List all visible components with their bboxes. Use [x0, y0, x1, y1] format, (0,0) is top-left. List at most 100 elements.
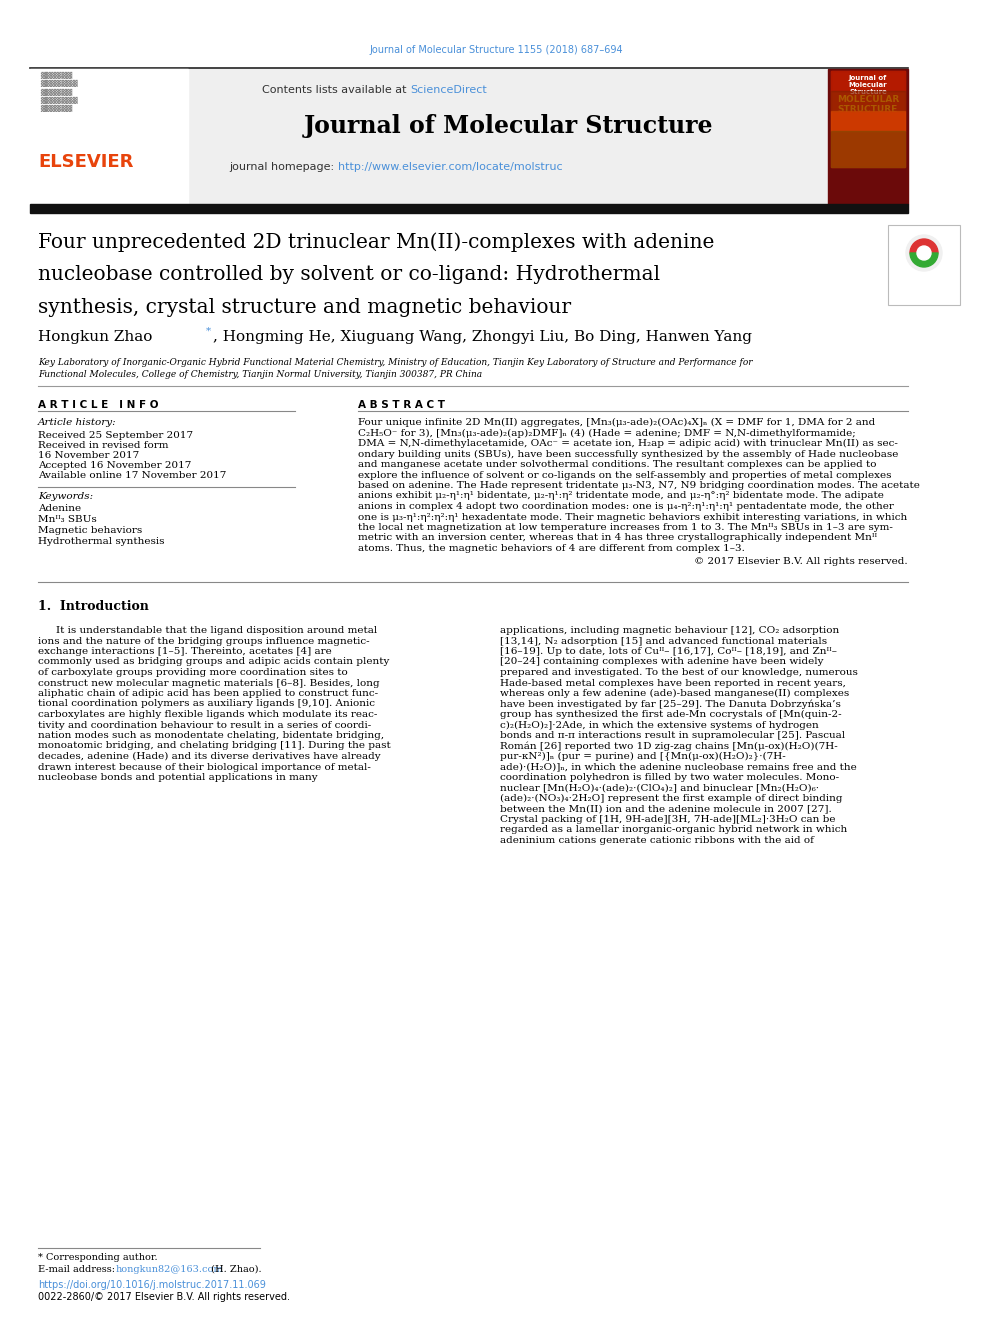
Text: Hydrothermal synthesis: Hydrothermal synthesis [38, 537, 165, 546]
Text: Hade-based metal complexes have been reported in recent years,: Hade-based metal complexes have been rep… [500, 679, 846, 688]
Text: Check for
updates: Check for updates [906, 275, 942, 295]
Text: nucleobase controlled by solvent or co-ligand: Hydrothermal: nucleobase controlled by solvent or co-l… [38, 265, 660, 284]
Text: Journal of Molecular Structure 1155 (2018) 687–694: Journal of Molecular Structure 1155 (201… [369, 45, 623, 56]
Text: (ade)₂·(NO₃)₄·2H₂O] represent the first example of direct binding: (ade)₂·(NO₃)₄·2H₂O] represent the first … [500, 794, 842, 803]
Wedge shape [910, 253, 938, 267]
Text: nation modes such as monodentate chelating, bidentate bridging,: nation modes such as monodentate chelati… [38, 732, 384, 740]
Text: journal homepage:: journal homepage: [229, 161, 338, 172]
Text: Article history:: Article history: [38, 418, 117, 427]
Text: group has synthesized the first ade-Mn cocrystals of [Mn(quin-2-: group has synthesized the first ade-Mn c… [500, 710, 841, 720]
Text: prepared and investigated. To the best of our knowledge, numerous: prepared and investigated. To the best o… [500, 668, 858, 677]
Bar [831, 71, 905, 91]
Text: bonds and π-π interactions result in supramolecular [25]. Pascual: bonds and π-π interactions result in sup… [500, 732, 845, 740]
Text: *: * [206, 327, 211, 336]
Circle shape [917, 246, 931, 261]
Text: ScienceDirect: ScienceDirect [410, 85, 487, 95]
Text: Contents lists available at: Contents lists available at [262, 85, 410, 95]
Text: A R T I C L E   I N F O: A R T I C L E I N F O [38, 400, 159, 410]
Text: nuclear [Mn(H₂O)₄·(ade)₂·(ClO₄)₂] and binuclear [Mn₂(H₂O)₆·: nuclear [Mn(H₂O)₄·(ade)₂·(ClO₄)₂] and bi… [500, 783, 819, 792]
Text: 16 November 2017: 16 November 2017 [38, 451, 139, 460]
Text: tivity and coordination behaviour to result in a series of coordi-: tivity and coordination behaviour to res… [38, 721, 371, 729]
Text: DMA = N,N-dimethylacetamide, OAc⁻ = acetate ion, H₂ap = adipic acid) with trinuc: DMA = N,N-dimethylacetamide, OAc⁻ = acet… [358, 439, 898, 448]
Text: regarded as a lamellar inorganic-organic hybrid network in which: regarded as a lamellar inorganic-organic… [500, 826, 847, 835]
Text: pur-κN²)]ₙ (pur = purine) and [{Mn(μ-ox)(H₂O)₂}·(7H-: pur-κN²)]ₙ (pur = purine) and [{Mn(μ-ox)… [500, 751, 786, 761]
Text: drawn interest because of their biological importance of metal-: drawn interest because of their biologic… [38, 762, 371, 771]
Text: Four unique infinite 2D Mn(II) aggregates, [Mn₃(μ₃-ade)₂(OAc)₄X]ₙ (X = DMF for 1: Four unique infinite 2D Mn(II) aggregate… [358, 418, 875, 427]
Text: C₂H₅O⁻ for 3), [Mn₃(μ₃-ade)₂(ap)₂DMF]ₙ (4) (Hade = adenine; DMF = N,N-dimethylfo: C₂H₅O⁻ for 3), [Mn₃(μ₃-ade)₂(ap)₂DMF]ₙ (… [358, 429, 856, 438]
Text: [16–19]. Up to date, lots of Cuᴵᴵ– [16,17], Coᴵᴵ– [18,19], and Znᴵᴵ–: [16–19]. Up to date, lots of Cuᴵᴵ– [16,1… [500, 647, 837, 656]
Bar [831, 91, 905, 111]
Text: Journal of Molecular Structure: Journal of Molecular Structure [304, 114, 712, 138]
Text: Available online 17 November 2017: Available online 17 November 2017 [38, 471, 226, 480]
Text: exchange interactions [1–5]. Thereinto, acetates [4] are: exchange interactions [1–5]. Thereinto, … [38, 647, 331, 656]
Text: monoatomic bridging, and chelating bridging [11]. During the past: monoatomic bridging, and chelating bridg… [38, 741, 391, 750]
Text: nucleobase bonds and potential applications in many: nucleobase bonds and potential applicati… [38, 773, 317, 782]
Text: Received 25 September 2017: Received 25 September 2017 [38, 431, 193, 441]
Text: [13,14], N₂ adsorption [15] and advanced functional materials: [13,14], N₂ adsorption [15] and advanced… [500, 636, 827, 646]
Text: between the Mn(II) ion and the adenine molecule in 2007 [27].: between the Mn(II) ion and the adenine m… [500, 804, 831, 814]
Text: aliphatic chain of adipic acid has been applied to construct func-: aliphatic chain of adipic acid has been … [38, 689, 378, 699]
Text: Magnetic behaviors: Magnetic behaviors [38, 527, 142, 534]
Text: http://www.elsevier.com/locate/molstruc: http://www.elsevier.com/locate/molstruc [338, 161, 562, 172]
Text: Román [26] reported two 1D zig-zag chains [Mn(μ-ox)(H₂O)(7H-: Román [26] reported two 1D zig-zag chain… [500, 741, 838, 751]
Text: ▓▓▓▓▓▓
▓▓▓▓▓▓▓
▓▓▓▓▓▓
▓▓▓▓▓▓▓
▓▓▓▓▓▓: ▓▓▓▓▓▓ ▓▓▓▓▓▓▓ ▓▓▓▓▓▓ ▓▓▓▓▓▓▓ ▓▓▓▓▓▓ [40, 71, 77, 112]
Text: one is μ₃-η¹:η²:η²:η¹ hexadentate mode. Their magnetic behaviors exhibit interes: one is μ₃-η¹:η²:η²:η¹ hexadentate mode. … [358, 512, 908, 521]
Text: have been investigated by far [25–29]. The Danuta Dobrzyńska’s: have been investigated by far [25–29]. T… [500, 700, 841, 709]
Text: * Corresponding author.: * Corresponding author. [38, 1253, 158, 1262]
Text: © 2017 Elsevier B.V. All rights reserved.: © 2017 Elsevier B.V. All rights reserved… [694, 557, 908, 565]
Text: Mnᴵᴵ₃ SBUs: Mnᴵᴵ₃ SBUs [38, 515, 97, 524]
Text: Accepted 16 November 2017: Accepted 16 November 2017 [38, 460, 191, 470]
Text: decades, adenine (Hade) and its diverse derivatives have already: decades, adenine (Hade) and its diverse … [38, 751, 381, 761]
Text: Adenine: Adenine [38, 504, 81, 513]
Text: 0022-2860/© 2017 Elsevier B.V. All rights reserved.: 0022-2860/© 2017 Elsevier B.V. All right… [38, 1293, 290, 1302]
Text: construct new molecular magnetic materials [6–8]. Besides, long: construct new molecular magnetic materia… [38, 679, 380, 688]
Text: the local net magnetization at low temperature increases from 1 to 3. The Mnᴵᴵ₃ : the local net magnetization at low tempe… [358, 523, 893, 532]
Text: adeninium cations generate cationic ribbons with the aid of: adeninium cations generate cationic ribb… [500, 836, 813, 845]
Text: https://doi.org/10.1016/j.molstruc.2017.11.069: https://doi.org/10.1016/j.molstruc.2017.… [38, 1279, 266, 1290]
Text: Received in revised form: Received in revised form [38, 441, 169, 450]
Text: MOLECULAR
STRUCTURE: MOLECULAR STRUCTURE [837, 95, 899, 114]
Text: hongkun82@163.com: hongkun82@163.com [116, 1265, 224, 1274]
Text: Four unprecedented 2D trinuclear Mn(II)-complexes with adenine: Four unprecedented 2D trinuclear Mn(II)-… [38, 232, 714, 251]
Bar [828, 69, 908, 204]
Text: based on adenine. The Hade represent tridentate μ₃-N3, N7, N9 bridging coordinat: based on adenine. The Hade represent tri… [358, 482, 920, 490]
Text: of carboxylate groups providing more coordination sites to: of carboxylate groups providing more coo… [38, 668, 348, 677]
Text: whereas only a few adenine (ade)-based manganese(II) complexes: whereas only a few adenine (ade)-based m… [500, 689, 849, 699]
Text: Key Laboratory of Inorganic-Organic Hybrid Functional Material Chemistry, Minist: Key Laboratory of Inorganic-Organic Hybr… [38, 359, 753, 366]
Text: applications, including magnetic behaviour [12], CO₂ adsorption: applications, including magnetic behavio… [500, 626, 839, 635]
Text: , Hongming He, Xiuguang Wang, Zhongyi Liu, Bo Ding, Hanwen Yang: , Hongming He, Xiuguang Wang, Zhongyi Li… [213, 329, 752, 344]
Text: synthesis, crystal structure and magnetic behaviour: synthesis, crystal structure and magneti… [38, 298, 571, 318]
Text: Functional Molecules, College of Chemistry, Tianjin Normal University, Tianjin 3: Functional Molecules, College of Chemist… [38, 370, 482, 378]
Text: explore the influence of solvent or co-ligands on the self-assembly and properti: explore the influence of solvent or co-l… [358, 471, 892, 479]
Bar [831, 111, 905, 131]
Text: commonly used as bridging groups and adipic acids contain plenty: commonly used as bridging groups and adi… [38, 658, 390, 667]
Text: metric with an inversion center, whereas that in 4 has three crystallographicall: metric with an inversion center, whereas… [358, 533, 877, 542]
Text: 1.  Introduction: 1. Introduction [38, 601, 149, 613]
Text: c)₂(H₂O)₂]·2Ade, in which the extensive systems of hydrogen: c)₂(H₂O)₂]·2Ade, in which the extensive … [500, 721, 818, 729]
Bar [30, 204, 908, 213]
Text: Keywords:: Keywords: [38, 492, 93, 501]
Text: ondary building units (SBUs), have been successfully synthesized by the assembly: ondary building units (SBUs), have been … [358, 450, 899, 459]
Bar [30, 69, 188, 204]
Bar [888, 225, 960, 306]
Text: tional coordination polymers as auxiliary ligands [9,10]. Anionic: tional coordination polymers as auxiliar… [38, 700, 375, 709]
Text: A B S T R A C T: A B S T R A C T [358, 400, 445, 410]
Bar [188, 69, 828, 204]
Text: carboxylates are highly flexible ligands which modulate its reac-: carboxylates are highly flexible ligands… [38, 710, 377, 718]
Text: ade)·(H₂O)]ₙ, in which the adenine nucleobase remains free and the: ade)·(H₂O)]ₙ, in which the adenine nucle… [500, 762, 857, 771]
Bar [888, 225, 960, 306]
Text: ions and the nature of the bridging groups influence magnetic-: ions and the nature of the bridging grou… [38, 636, 370, 646]
Text: Journal of
Molecular
Structure: Journal of Molecular Structure [849, 75, 887, 95]
Text: atoms. Thus, the magnetic behaviors of 4 are different from complex 1–3.: atoms. Thus, the magnetic behaviors of 4… [358, 544, 745, 553]
Circle shape [906, 235, 942, 271]
Text: Crystal packing of [1H, 9H-ade][3H, 7H-ade][ML₂]·3H₂O can be: Crystal packing of [1H, 9H-ade][3H, 7H-a… [500, 815, 835, 824]
Text: ELSEVIER: ELSEVIER [38, 153, 133, 171]
Text: (H. Zhao).: (H. Zhao). [208, 1265, 262, 1274]
Wedge shape [910, 239, 938, 253]
Text: anions in complex 4 adopt two coordination modes: one is μ₄-η²:η¹:η¹:η¹ pentaden: anions in complex 4 adopt two coordinati… [358, 501, 894, 511]
Bar [831, 131, 905, 167]
Text: anions exhibit μ₂-η¹:η¹ bidentate, μ₂-η¹:η² tridentate mode, and μ₂-η°:η² bident: anions exhibit μ₂-η¹:η¹ bidentate, μ₂-η¹… [358, 492, 884, 500]
Text: E-mail address:: E-mail address: [38, 1265, 118, 1274]
Text: and manganese acetate under solvothermal conditions. The resultant complexes can: and manganese acetate under solvothermal… [358, 460, 877, 468]
Bar [831, 71, 905, 167]
